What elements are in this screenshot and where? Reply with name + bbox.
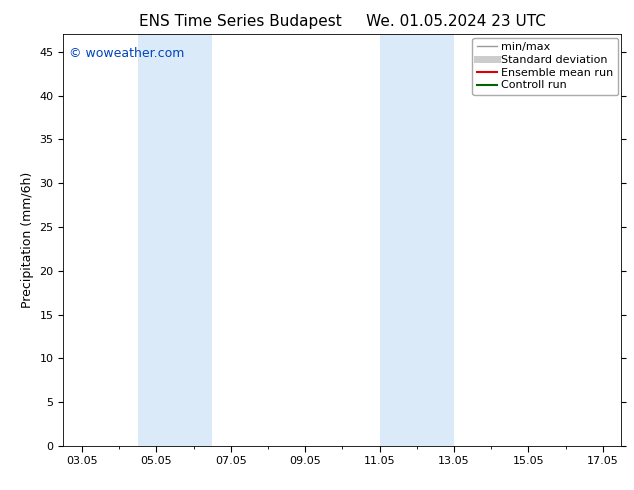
Bar (138, 34, 175, 446)
Text: © woweather.com: © woweather.com (69, 47, 184, 60)
Bar (380, 34, 417, 446)
Bar (417, 34, 454, 446)
Title: ENS Time Series Budapest     We. 01.05.2024 23 UTC: ENS Time Series Budapest We. 01.05.2024 … (139, 14, 546, 29)
Y-axis label: Precipitation (mm/6h): Precipitation (mm/6h) (21, 172, 34, 308)
Bar (175, 34, 212, 446)
Legend: min/max, Standard deviation, Ensemble mean run, Controll run: min/max, Standard deviation, Ensemble me… (472, 38, 618, 95)
